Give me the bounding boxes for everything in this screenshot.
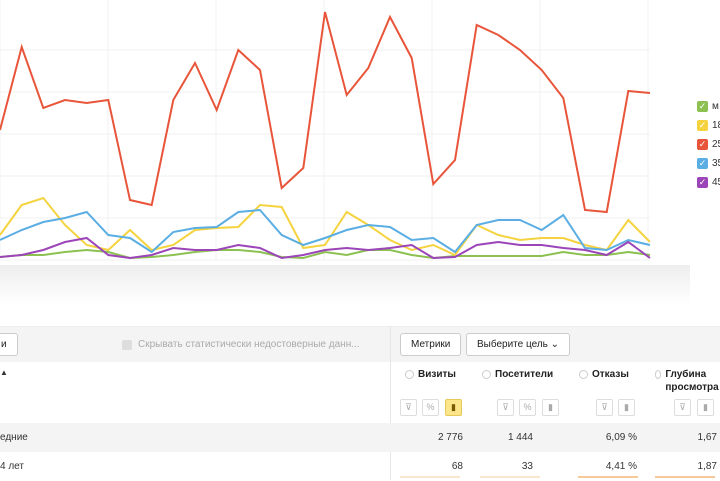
- series-line-18: [0, 196, 651, 257]
- col-visitors[interactable]: Посетители: [482, 368, 553, 381]
- percent-icon[interactable]: %: [519, 399, 536, 416]
- value-bar: [578, 476, 638, 478]
- row-label: едние: [0, 432, 28, 443]
- goal-select[interactable]: Выберите цель ⌄: [466, 333, 571, 356]
- series-line-35: [0, 208, 651, 254]
- info-icon: [482, 370, 491, 379]
- cell: 68: [451, 461, 463, 472]
- legend-label: 45: [712, 177, 720, 188]
- report-toolbar: и Скрывать статистически недостоверные д…: [0, 326, 720, 362]
- series-line-45: [0, 236, 651, 260]
- chevron-down-icon: ⌄: [550, 339, 560, 350]
- legend-item[interactable]: ✓ 45: [697, 173, 720, 192]
- legend-item[interactable]: ✓ м: [697, 97, 720, 116]
- bar-chart-icon[interactable]: ▮: [697, 399, 714, 416]
- table-row[interactable]: 4 лет 68 33 4,41 % 1,87: [0, 452, 720, 481]
- legend-item[interactable]: ✓ 35: [697, 154, 720, 173]
- cell: 1 444: [507, 432, 533, 443]
- legend-label: 25: [712, 139, 720, 150]
- cell: 1,87: [697, 461, 717, 472]
- bar-chart-icon[interactable]: ▮: [445, 399, 462, 416]
- legend-label: 35: [712, 158, 720, 169]
- goal-label: Выберите цель: [477, 339, 548, 350]
- checkbox-icon[interactable]: ✓: [697, 101, 708, 112]
- row-label: 4 лет: [0, 461, 24, 472]
- left-button[interactable]: и: [0, 333, 18, 356]
- table-row-totals[interactable]: едние 2 776 1 444 6,09 % 1,67: [0, 423, 720, 452]
- checkbox-icon[interactable]: ✓: [697, 177, 708, 188]
- hide-label: Скрывать статистически недостоверные дан…: [138, 339, 360, 350]
- checkbox-icon[interactable]: ✓: [697, 120, 708, 131]
- checkbox-icon[interactable]: ✓: [697, 139, 708, 150]
- hide-unreliable-checkbox[interactable]: Скрывать статистически недостоверные дан…: [122, 339, 360, 350]
- checkbox-icon[interactable]: ✓: [697, 158, 708, 169]
- checkbox-icon[interactable]: [122, 339, 132, 350]
- legend-item[interactable]: ✓ 18: [697, 116, 720, 135]
- cell: 4,41 %: [605, 461, 637, 472]
- info-icon: [579, 370, 588, 379]
- chart-fade: [0, 265, 690, 305]
- series-line-25: [0, 11, 651, 214]
- info-icon: [405, 370, 414, 379]
- col-label: Посетители: [495, 369, 554, 380]
- value-bar: [655, 476, 715, 478]
- bar-chart-icon[interactable]: ▮: [542, 399, 559, 416]
- value-bar: [400, 476, 460, 478]
- col-visits[interactable]: Визиты: [405, 368, 456, 381]
- series-line-м: [0, 248, 651, 260]
- value-bar: [480, 476, 540, 478]
- line-chart: [0, 0, 651, 261]
- legend-label: 18: [712, 120, 720, 131]
- col-label: Визиты: [418, 369, 456, 380]
- col-label: Отказы: [592, 369, 629, 380]
- col-bounces[interactable]: Отказы: [579, 368, 629, 381]
- cell: 6,09 %: [605, 432, 637, 443]
- cell: 2 776: [437, 432, 463, 443]
- filter-icon[interactable]: ⊽: [497, 399, 514, 416]
- metrics-button[interactable]: Метрики: [400, 333, 462, 356]
- cell: 33: [521, 461, 533, 472]
- chart-legend: ✓м✓18✓25✓35✓45: [697, 97, 720, 192]
- divider: [390, 326, 391, 480]
- sort-indicator[interactable]: ▲: [0, 368, 8, 377]
- legend-item[interactable]: ✓ 25: [697, 135, 720, 154]
- filter-icon[interactable]: ⊽: [596, 399, 613, 416]
- filter-icon[interactable]: ⊽: [400, 399, 417, 416]
- col-depth[interactable]: Глубина просмотра: [655, 368, 720, 394]
- percent-icon[interactable]: %: [422, 399, 439, 416]
- col-label: Глубина просмотра: [665, 369, 719, 393]
- cell: 1,67: [697, 432, 717, 443]
- info-icon: [655, 370, 662, 379]
- legend-label: м: [712, 101, 719, 112]
- bar-chart-icon[interactable]: ▮: [618, 399, 635, 416]
- filter-icon[interactable]: ⊽: [674, 399, 691, 416]
